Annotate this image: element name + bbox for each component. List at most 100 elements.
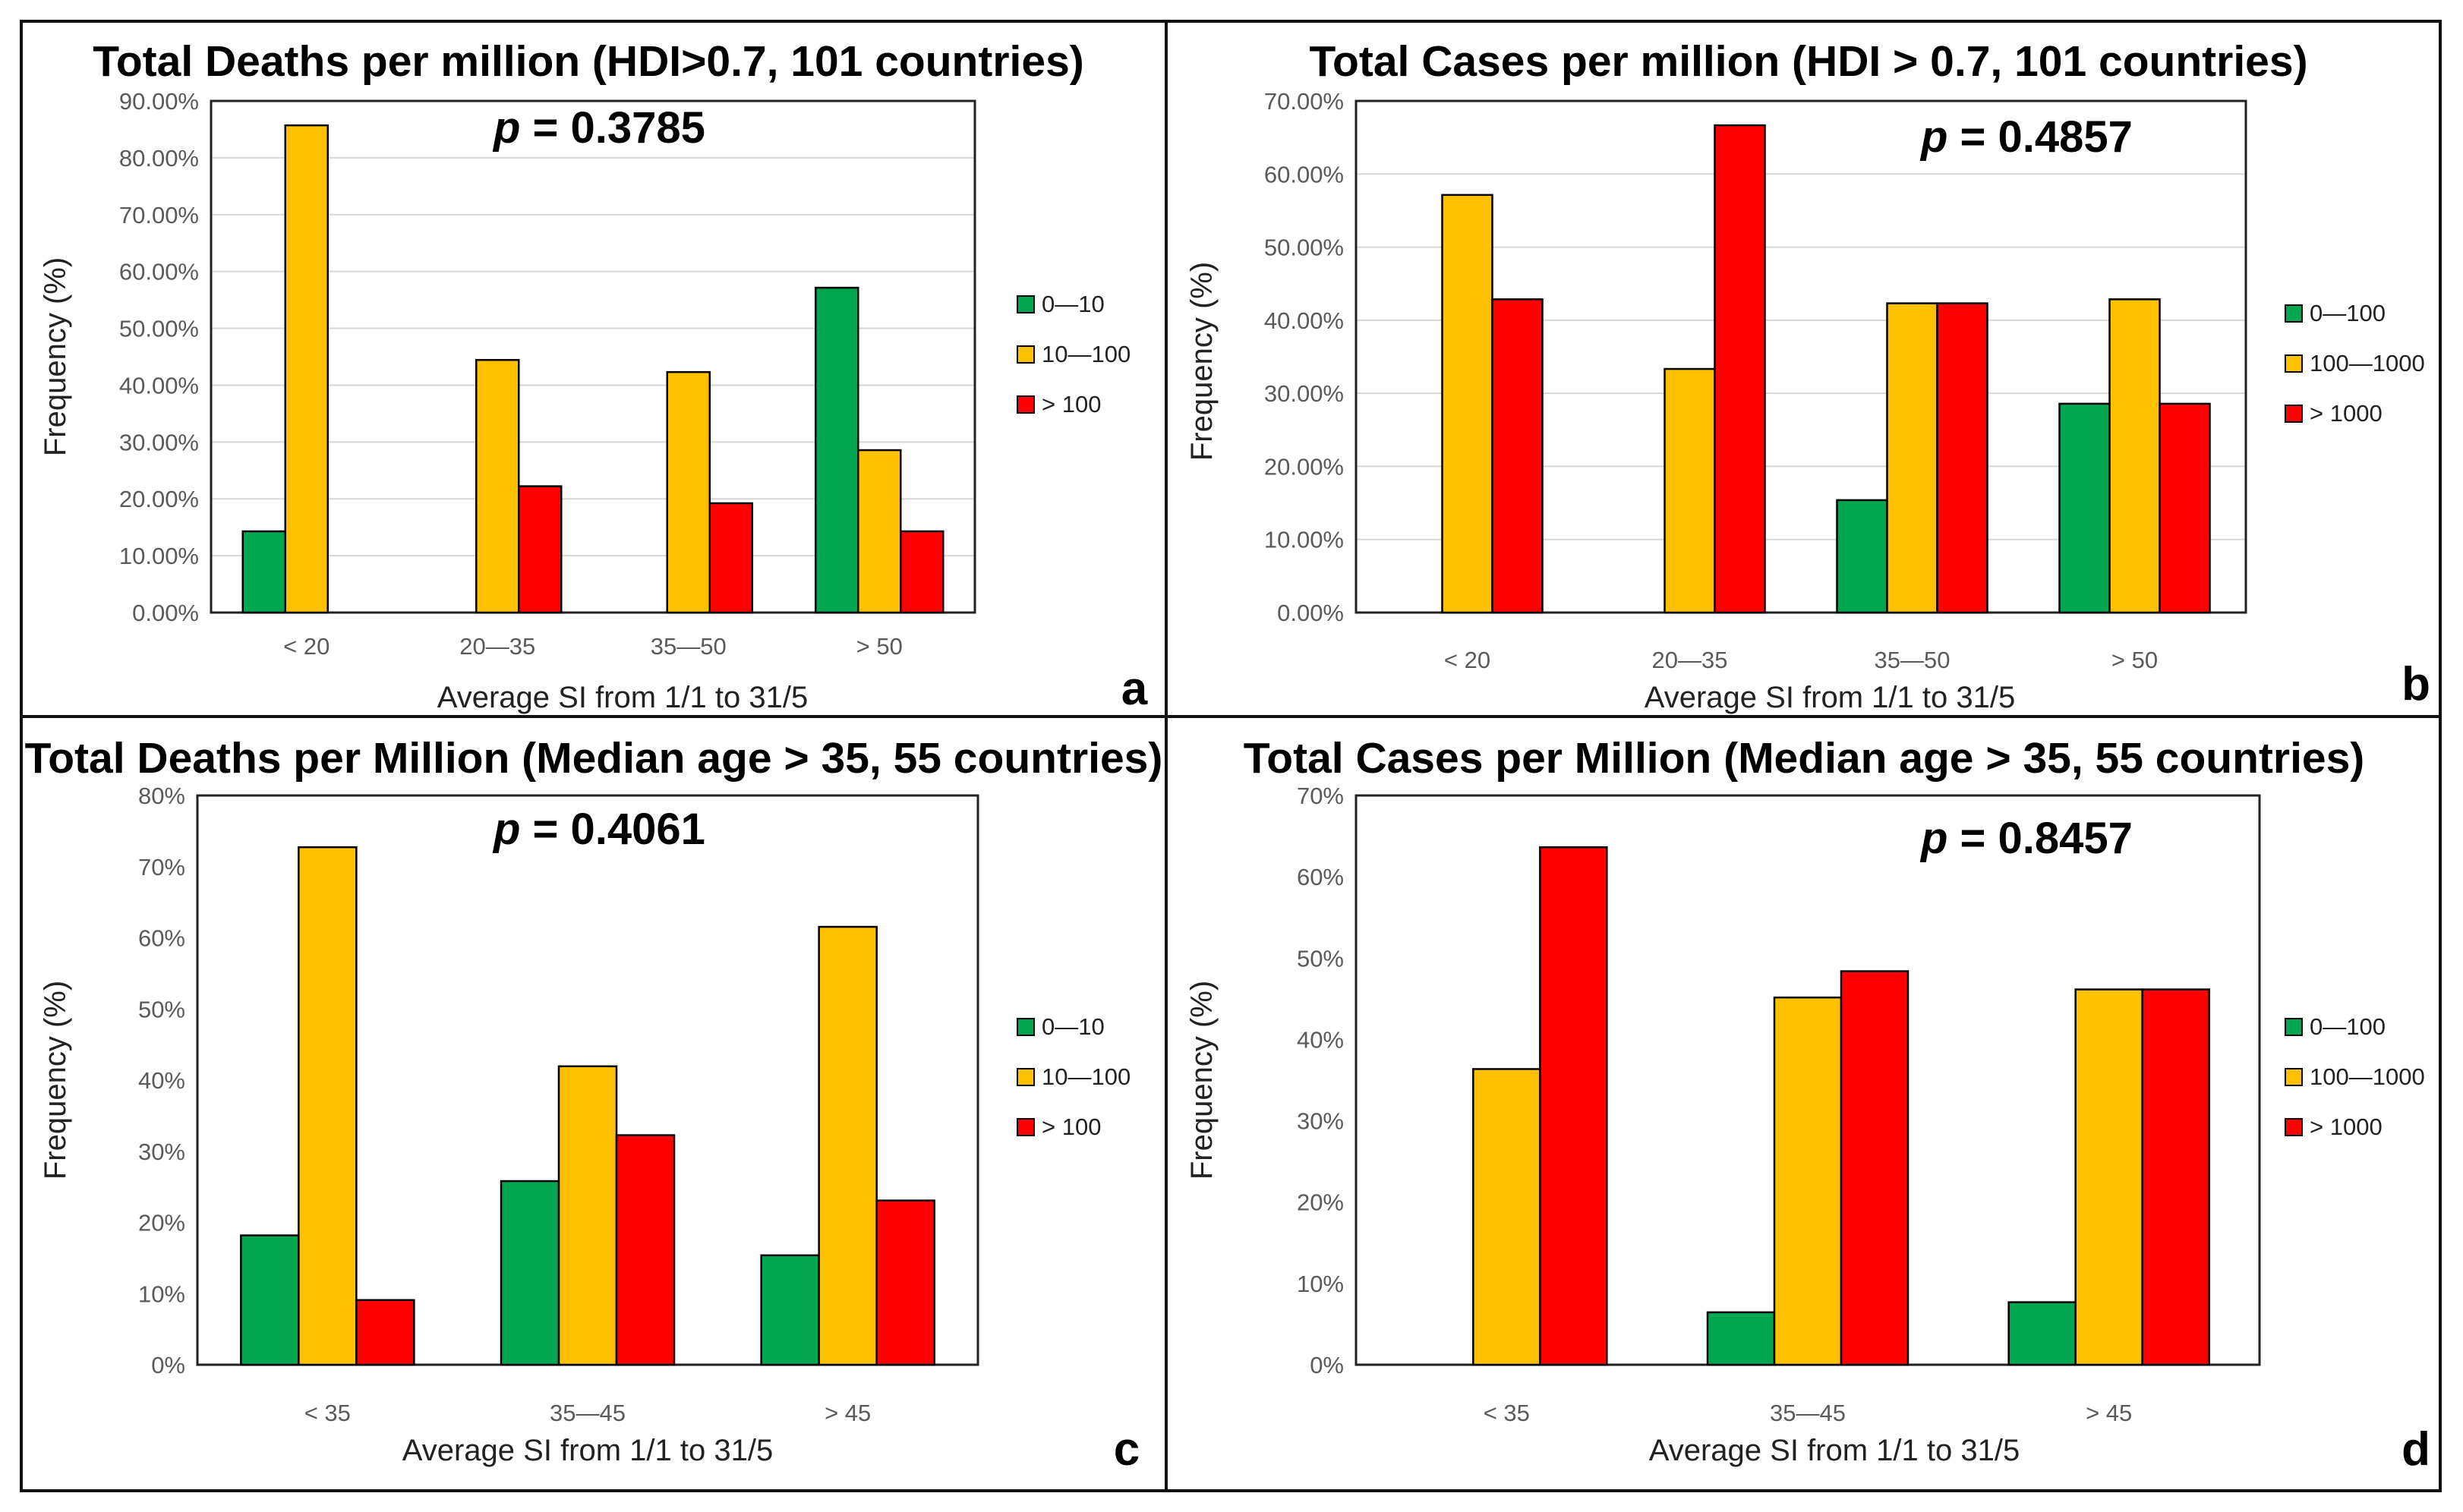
chart-d-bar — [1472, 1068, 1541, 1366]
chart-b-x-tick-label: 20—35 — [1652, 647, 1728, 673]
chart-c-bar — [557, 1065, 618, 1366]
chart-c-x-tick-label: < 35 — [304, 1400, 351, 1426]
chart-a-y-tick-label: 70.00% — [119, 202, 199, 228]
chart-c-title: Total Deaths per Million (Median age > 3… — [25, 734, 1163, 783]
chart-d-bar — [2141, 988, 2210, 1366]
chart-c-y-tick-label: 80% — [138, 783, 185, 809]
chart-c-bar — [298, 846, 358, 1366]
chart-b-y-tick-label: 50.00% — [1264, 235, 1344, 261]
chart-a-x-tick-label: 35—50 — [651, 633, 727, 660]
chart-d-legend-label: 100—1000 — [2310, 1063, 2425, 1090]
chart-d-legend-swatch — [2285, 1068, 2303, 1086]
chart-b-y-tick-label: 60.00% — [1264, 161, 1344, 187]
chart-a-legend-swatch — [1017, 345, 1035, 364]
chart-a-bar — [241, 530, 286, 614]
chart-c-legend-label: 0—10 — [1042, 1013, 1105, 1040]
panel-a-letter: a — [1121, 663, 1148, 715]
chart-d-bar — [1840, 970, 1910, 1366]
chart-b-p-number: = 0.4857 — [1947, 112, 2133, 162]
chart-a-bar — [815, 286, 859, 614]
chart-b-x-ticks: < 20 20—35 35—50 > 50 — [1444, 647, 2158, 673]
chart-b-x-tick-label: 35—50 — [1875, 647, 1951, 673]
chart-c-p-value: p = 0.4061 — [492, 805, 705, 854]
chart-c-x-ticks: < 35 35—45 > 45 — [304, 1400, 872, 1426]
chart-b-x-label: Average SI from 1/1 to 31/5 — [1645, 681, 2015, 714]
chart-c-y-tick-label: 60% — [138, 925, 185, 952]
chart-b-bar — [1936, 302, 1988, 614]
chart-b-bar — [1441, 194, 1493, 614]
chart-c-p-number: = 0.4061 — [520, 805, 705, 854]
chart-d-bar — [1539, 846, 1608, 1366]
chart-d-x-ticks: < 35 35—45 > 45 — [1484, 1400, 2133, 1426]
chart-d-legend-swatch — [2285, 1018, 2303, 1036]
chart-a-bar — [284, 124, 329, 614]
chart-d-legend-label: > 1000 — [2310, 1114, 2383, 1140]
chart-b-bar — [1491, 298, 1544, 614]
chart-a-bar — [475, 358, 520, 614]
chart-b-legend-label: > 1000 — [2310, 400, 2383, 427]
chart-d-p-number: = 0.8457 — [1947, 814, 2133, 863]
chart-c-bar — [875, 1199, 935, 1366]
chart-a-y-tick-label: 50.00% — [119, 316, 199, 342]
chart-a-legend-swatch — [1017, 395, 1035, 414]
chart-b-bar — [1836, 499, 1888, 614]
chart-c-legend-label: 10—100 — [1042, 1063, 1131, 1090]
chart-a-bar — [857, 449, 902, 614]
chart-a-bar — [518, 485, 563, 614]
chart-a-x-tick-label: < 20 — [283, 633, 330, 660]
chart-d-bar — [1706, 1311, 1776, 1366]
chart-c-y-tick-label: 0% — [151, 1352, 185, 1378]
chart-a-y-tick-label: 0.00% — [132, 600, 199, 626]
chart-b-bar — [2159, 402, 2211, 614]
chart-c-legend-swatch — [1017, 1018, 1035, 1036]
chart-d-y-tick-label: 20% — [1297, 1189, 1344, 1216]
chart-c-bar — [818, 925, 878, 1366]
chart-a-bars — [241, 124, 945, 614]
chart-c-y-label: Frequency (%) — [39, 981, 72, 1180]
chart-a-x-tick-label: 20—35 — [459, 633, 535, 660]
chart-b-y-label: Frequency (%) — [1185, 262, 1219, 461]
chart-a-legend-swatch — [1017, 295, 1035, 313]
chart-a-legend: 0—10 10—100 > 100 — [1017, 291, 1131, 417]
chart-d-y-tick-label: 40% — [1297, 1026, 1344, 1053]
chart-a-bar — [900, 530, 945, 614]
chart-d-legend-swatch — [2285, 1118, 2303, 1136]
chart-a-y-tick-label: 10.00% — [119, 543, 199, 569]
chart-a-legend-label: 10—100 — [1042, 341, 1131, 367]
chart-c-y-tick-label: 40% — [138, 1067, 185, 1094]
chart-b-plot-area — [1354, 99, 2247, 614]
chart-c-legend-swatch — [1017, 1118, 1035, 1136]
chart-c-legend-label: > 100 — [1042, 1114, 1101, 1140]
panel-b-letter: b — [2402, 658, 2430, 710]
chart-d-x-tick-label: > 45 — [2086, 1400, 2132, 1426]
chart-a-p-letter: p — [492, 103, 520, 153]
chart-a-y-ticks: 0.00% 10.00% 20.00% 30.00% 40.00% 50.00% 60.00… — [119, 88, 199, 626]
chart-d-x-label: Average SI from 1/1 to 31/5 — [1649, 1434, 2020, 1467]
chart-c-x-tick-label: > 45 — [825, 1400, 871, 1426]
chart-c-legend-swatch — [1017, 1068, 1035, 1086]
chart-a-p-number: = 0.3785 — [520, 103, 705, 153]
chart-a-legend-label: > 100 — [1042, 391, 1101, 417]
chart-d-y-label: Frequency (%) — [1185, 981, 1219, 1180]
chart-b-y-tick-label: 10.00% — [1264, 527, 1344, 553]
chart-a-plot-area — [210, 99, 976, 614]
chart-b-title: Total Cases per million (HDI > 0.7, 101 … — [1309, 37, 2307, 86]
chart-a-y-tick-label: 90.00% — [119, 88, 199, 115]
chart-c-legend: 0—10 10—100 > 100 — [1017, 1013, 1131, 1140]
chart-b-bar — [2058, 402, 2111, 614]
chart-d-y-tick-label: 0% — [1310, 1352, 1344, 1378]
chart-d-bars — [1472, 846, 2210, 1366]
chart-d-y-tick-label: 70% — [1297, 783, 1344, 809]
chart-a-p-value: p = 0.3785 — [492, 103, 705, 153]
chart-d-x-tick-label: < 35 — [1484, 1400, 1530, 1426]
chart-a-bar — [666, 370, 711, 614]
chart-b-bar — [2108, 298, 2161, 614]
chart-b-y-tick-label: 0.00% — [1277, 600, 1344, 626]
chart-a-y-tick-label: 20.00% — [119, 486, 199, 512]
chart-d-x-tick-label: 35—45 — [1770, 1400, 1846, 1426]
chart-d-legend-label: 0—100 — [2310, 1013, 2386, 1040]
chart-a-y-tick-label: 60.00% — [119, 259, 199, 285]
chart-panel-c: Total Deaths per Million (Median age > 3… — [25, 734, 1163, 1476]
chart-a-legend-label: 0—10 — [1042, 291, 1105, 317]
